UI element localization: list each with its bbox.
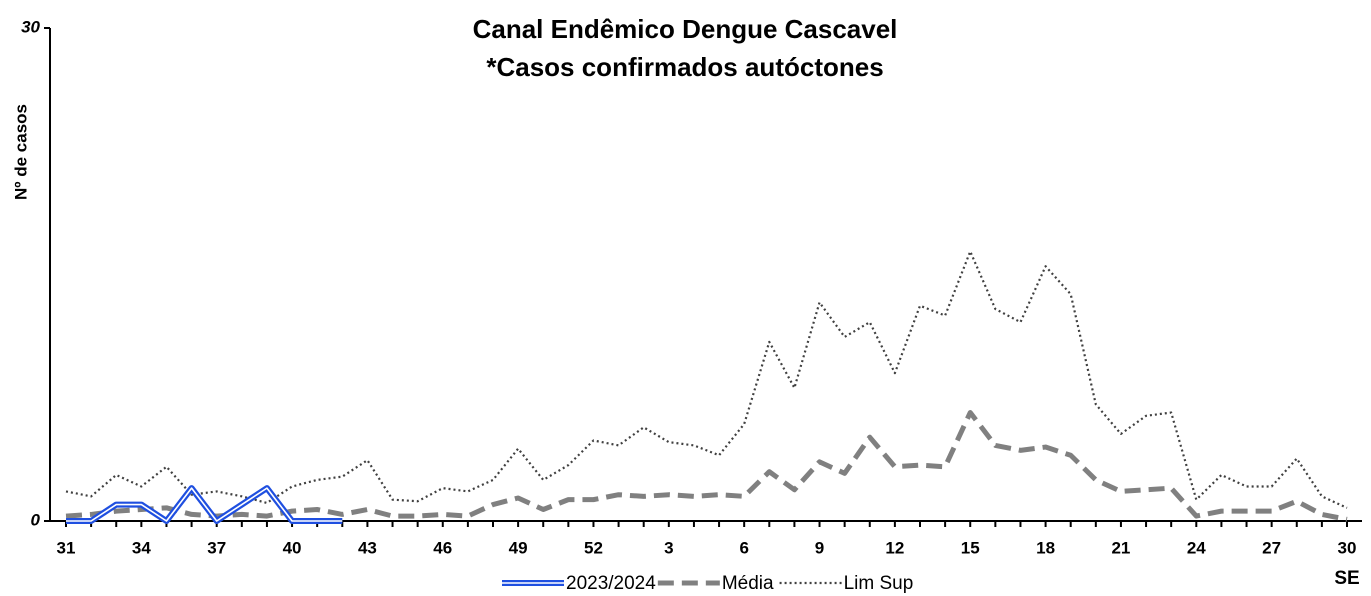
x-tick-label: 30 [1338,538,1357,557]
chart-subtitle: *Casos confirmados autóctones [486,52,883,82]
legend-label: Lim Sup [844,573,914,594]
x-tick-label: 18 [1036,538,1055,557]
x-axis-label: SE [1334,568,1359,589]
x-tick-label: 46 [433,538,452,557]
legend-label: Média [722,573,774,594]
x-tick-label: 34 [132,538,151,557]
x-tick-label: 49 [509,538,528,557]
x-tick-label: 3 [664,538,673,557]
x-tick-label: 6 [739,538,748,557]
y-tick-label: 30 [21,17,40,36]
chart-title: Canal Endêmico Dengue Cascavel [473,14,898,44]
series-line [65,410,1348,522]
y-axis-label: Nº de casos [11,104,30,200]
x-tick-label: 21 [1111,538,1130,557]
x-tick-label: 43 [358,538,377,557]
legend-label: 2023/2024 [566,573,656,594]
x-tick-label: 24 [1187,538,1206,557]
x-tick-label: 37 [207,538,226,557]
x-tick-label: 52 [584,538,603,557]
x-tick-label: 40 [283,538,302,557]
y-tick-label: 0 [31,510,41,529]
series-line [65,250,1348,509]
x-tick-label: 15 [961,538,980,557]
x-tick-label: 12 [885,538,904,557]
x-tick-label: 31 [57,538,76,557]
x-tick-label: 27 [1262,538,1281,557]
x-tick-label: 9 [815,538,824,557]
series-line-inner [66,487,343,522]
